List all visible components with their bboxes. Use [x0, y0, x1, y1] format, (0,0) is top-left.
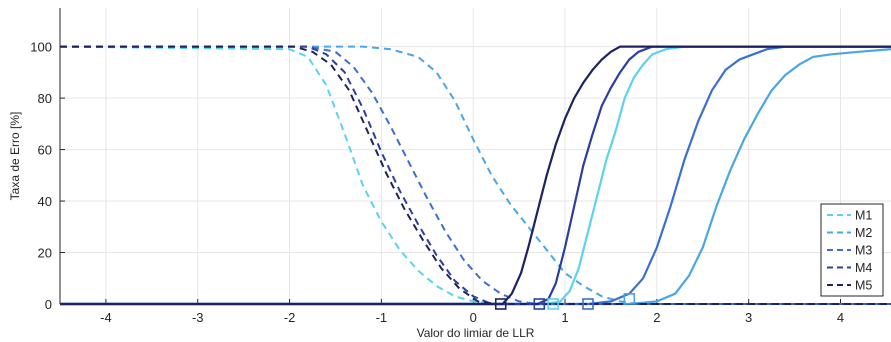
y-tick-label-4: 80 [38, 91, 52, 106]
series-M1-dashed-line [59, 45, 891, 305]
y-tick-label-1: 20 [38, 246, 52, 261]
series-M3-dashed-line [60, 45, 891, 305]
series-M4-dashed-line [60, 45, 891, 305]
x-tick-label-1: -3 [192, 310, 204, 325]
y-tick-labels: 0 20 40 60 80 100 [30, 40, 65, 312]
x-tick-label-3: -1 [376, 310, 388, 325]
series-M2-dashed-line [60, 45, 891, 305]
series-M1-marker [547, 298, 559, 310]
x-tick-label-2: -2 [284, 310, 296, 325]
y-tick-label-0: 0 [45, 297, 52, 312]
series-M5-solid-line [60, 45, 891, 306]
x-tick-label-8: 4 [837, 310, 844, 325]
series-M4-solid-line [60, 45, 891, 306]
legend-label-M5: M5 [855, 279, 872, 293]
x-axis-label: Valor do limiar de LLR [417, 326, 535, 340]
legend: M1 M2 M3 M4 M5 [820, 203, 884, 297]
legend-label-M2: M2 [855, 226, 872, 240]
series-M1-solid-line [60, 45, 891, 306]
x-tick-label-4: 0 [470, 310, 477, 325]
series-M5-dashed-line [60, 45, 891, 305]
legend-label-M4: M4 [855, 261, 872, 275]
series-M5-marker [494, 298, 507, 310]
series-M4-marker [533, 298, 546, 310]
legend-label-M1: M1 [855, 209, 872, 223]
y-tick-label-3: 60 [38, 143, 52, 158]
x-tick-label-0: -4 [100, 310, 112, 325]
y-axis-label: Taxa de Erro [%] [8, 112, 22, 201]
x-tick-label-6: 2 [653, 310, 660, 325]
markers-layer [494, 293, 636, 310]
series-layer [59, 45, 891, 306]
series-M2-solid-line [60, 48, 891, 306]
series-M3-marker [582, 298, 594, 310]
series-M2-marker [623, 293, 636, 305]
x-tick-label-5: 1 [561, 310, 568, 325]
series-M3-solid-line [60, 45, 891, 306]
y-tick-label-5: 100 [30, 40, 52, 55]
legend-label-M3: M3 [855, 244, 872, 258]
y-tick-label-2: 40 [38, 194, 52, 209]
x-tick-label-7: 3 [745, 310, 752, 325]
